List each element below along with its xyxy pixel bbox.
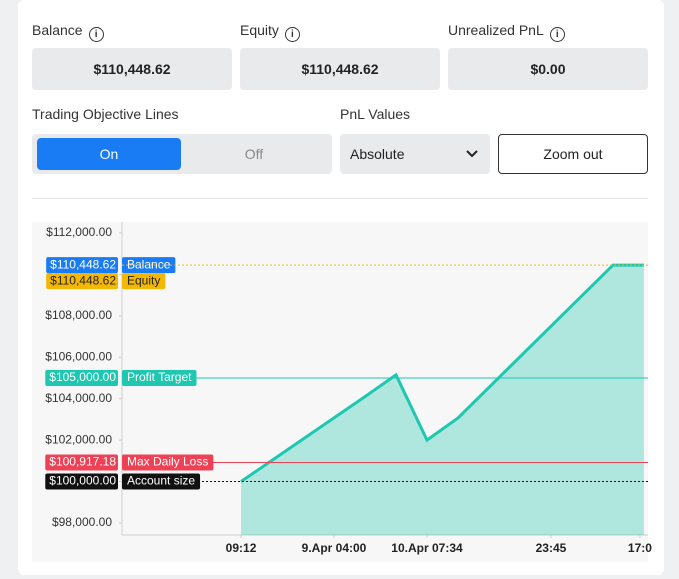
stat-value: $110,448.62 [32, 48, 232, 90]
stat-value: $110,448.62 [240, 48, 440, 90]
stat-label-text: Balance [32, 22, 83, 38]
info-icon[interactable]: i [549, 27, 565, 42]
objective-label: Trading Objective Lines [32, 106, 179, 122]
toggle-off[interactable]: Off [244, 146, 264, 162]
select-text: Absolute [350, 146, 405, 162]
toggle: On Off [32, 134, 332, 174]
toggle-on[interactable]: On [37, 138, 181, 170]
info-icon[interactable]: i [284, 27, 300, 42]
stat-label-text: Equity [240, 22, 279, 38]
stat-label: Equity i [240, 22, 300, 42]
zoom-button[interactable]: Zoom out [498, 134, 648, 174]
divider [32, 198, 648, 199]
pnl-select[interactable]: Absolute [340, 134, 490, 174]
stat-label: Unrealized PnL i [448, 22, 565, 42]
pnl-label: PnL Values [340, 106, 411, 122]
info-icon[interactable]: i [88, 27, 104, 42]
stat-label-text: Unrealized PnL [448, 22, 544, 38]
stat-label: Balance i [32, 22, 104, 42]
chevron [466, 150, 478, 158]
stat-value: $0.00 [448, 48, 648, 90]
